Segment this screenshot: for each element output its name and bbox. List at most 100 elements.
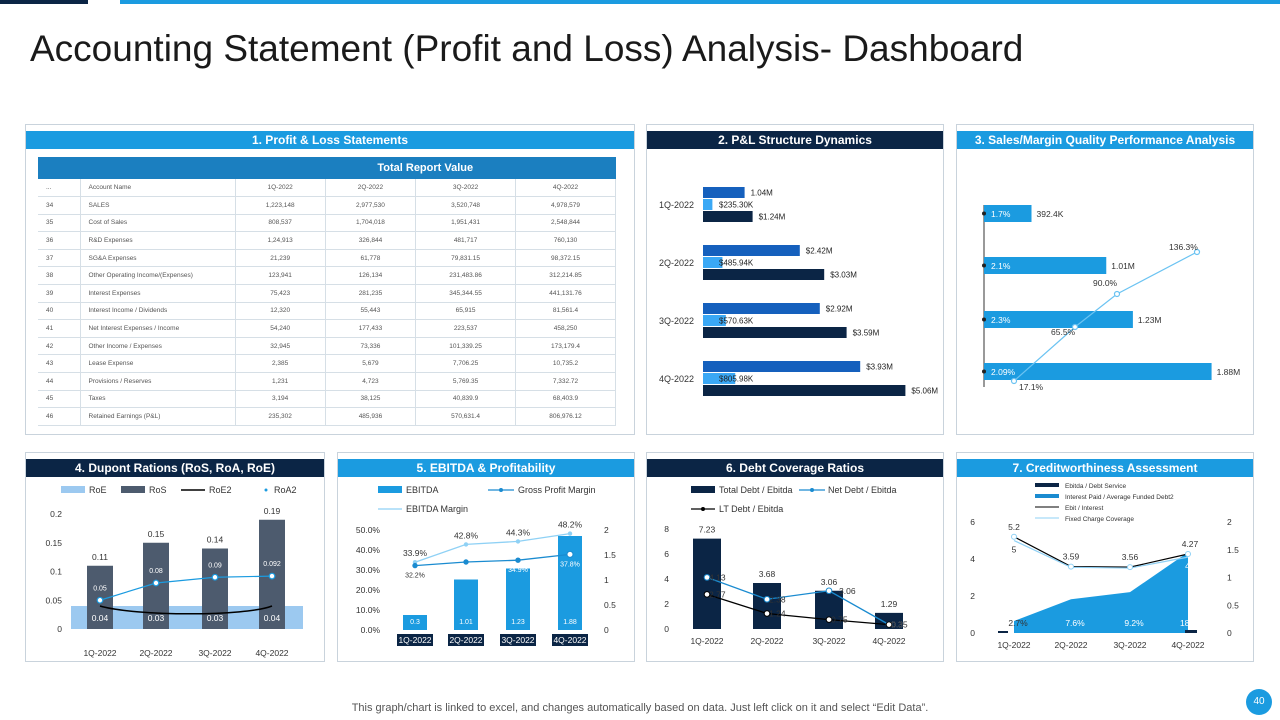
line-point xyxy=(1185,551,1191,558)
footer-note: This graph/chart is linked to excel, and… xyxy=(351,702,929,714)
table-cell: 65,915 xyxy=(415,302,517,321)
line-point xyxy=(567,531,573,536)
legend-label: Ebitda / Debt Service xyxy=(1065,483,1126,490)
table-cell: 32,945 xyxy=(235,337,326,356)
table-cell: 485,936 xyxy=(325,407,417,426)
data-label: 0.04 xyxy=(264,613,281,623)
legend-label: Fixed Charge Coverage xyxy=(1065,516,1134,523)
data-label: 34.0% xyxy=(456,569,476,576)
bar xyxy=(703,211,753,222)
line-point xyxy=(1127,564,1133,571)
category-label: 4Q-2022 xyxy=(255,648,288,658)
legend-swatch xyxy=(691,486,715,493)
category-label: 1Q-2022 xyxy=(659,200,694,210)
table-cell: 760,130 xyxy=(515,231,616,250)
category-label: 2Q-2022 xyxy=(449,635,482,645)
y-tick-label: 10.0% xyxy=(356,605,381,615)
data-label: 1.88M xyxy=(1217,367,1241,377)
table-cell: 40 xyxy=(38,302,81,321)
percent-label: 2.09% xyxy=(991,367,1016,377)
line-point xyxy=(515,557,521,563)
y-tick-label: 0.2 xyxy=(50,509,62,519)
data-label: 0.08 xyxy=(149,568,163,575)
y-tick-label: 2 xyxy=(970,591,975,601)
table-row: 45 Taxes 3,194 38,125 40,839.9 68,403.9 xyxy=(38,390,616,409)
table-cell: 75,423 xyxy=(235,284,326,303)
axis-marker xyxy=(982,211,986,216)
category-label: 4Q-2022 xyxy=(659,374,694,384)
table-cell: 123,941 xyxy=(235,266,326,286)
data-label: $485.94K xyxy=(719,259,754,268)
table-cell: 1,951,431 xyxy=(415,214,517,233)
table-cell: 126,134 xyxy=(325,266,417,286)
line-label: 136.3% xyxy=(1169,242,1198,252)
data-label: $3.93M xyxy=(866,363,893,372)
table-cell: 1,231 xyxy=(235,372,326,391)
table-cell: Cost of Sales xyxy=(80,214,236,233)
category-label: 1Q-2022 xyxy=(997,640,1030,650)
line-point xyxy=(1113,290,1121,298)
ebitda-debt-line xyxy=(1013,536,1189,568)
y-tick-label-right: 0.5 xyxy=(1227,600,1239,610)
y-tick-label-right: 0.5 xyxy=(604,600,616,610)
table-cell: 38,125 xyxy=(325,390,417,409)
data-label: 0.15 xyxy=(148,529,165,539)
sales-margin-chart: 1.7% 392.4K 2.1% 1.01M 2.3% 1.23M 2.09% 1.88M 17… xyxy=(982,205,1241,392)
y-tick-label: 6 xyxy=(664,549,669,559)
bar xyxy=(984,311,1133,328)
line-point xyxy=(825,587,833,595)
legend-swatch xyxy=(499,488,503,492)
table-cell: Lease Expense xyxy=(80,354,236,374)
table-cell: Other Operating Income/(Expenses) xyxy=(80,266,236,286)
roa2-point xyxy=(211,573,219,581)
legend-swatch xyxy=(264,488,268,492)
data-label: 32.2% xyxy=(405,573,425,580)
data-label: 2.77 xyxy=(709,589,726,599)
table-cell: 1,24,913 xyxy=(235,231,326,250)
line-label: 17.1% xyxy=(1019,382,1044,392)
table-cell: 4,723 xyxy=(325,372,417,391)
roa2-point xyxy=(268,572,276,580)
data-label: 2.7% xyxy=(1008,618,1028,628)
line-point xyxy=(463,542,469,547)
axis-marker xyxy=(982,263,986,268)
data-label: 3.56 xyxy=(1122,552,1139,562)
table-row: 41 Net Interest Expenses / Income 54,240 17… xyxy=(38,319,616,338)
category-label: 1Q-2022 xyxy=(398,635,431,645)
line-point xyxy=(1193,248,1201,256)
data-label: 0.35 xyxy=(891,620,908,630)
data-label: $5.06M xyxy=(911,387,938,396)
line-point xyxy=(703,591,711,598)
roa2-point xyxy=(152,579,160,587)
table-cell: 223,537 xyxy=(415,319,517,338)
bar xyxy=(703,199,713,210)
category-label: 4Q-2022 xyxy=(553,635,586,645)
data-label: $235.30K xyxy=(719,201,754,210)
data-label: 1.24 xyxy=(769,609,786,619)
data-label: 0.03 xyxy=(207,613,224,623)
data-label: 0.3 xyxy=(410,619,420,626)
table-cell: 5,679 xyxy=(325,354,417,374)
category-label: 3Q-2022 xyxy=(812,636,845,646)
table-row: 40 Interest Income / Dividends 12,320 55,44… xyxy=(38,302,616,321)
category-label: 2Q-2022 xyxy=(750,636,783,646)
data-label: $805.98K xyxy=(719,375,754,384)
data-label: 1.01M xyxy=(1111,261,1135,271)
table-cell: 1,704,018 xyxy=(325,214,417,233)
category-label: 3Q-2022 xyxy=(1113,640,1146,650)
table-header-row: ... Account Name 1Q-2022 2Q-2022 3Q-2022 4Q-2… xyxy=(38,179,616,198)
table-row: 46 Retained Earnings (P&L) 235,302 485,936 5… xyxy=(38,407,616,426)
legend-swatch xyxy=(378,486,402,493)
table-cell: SG&A Expenses xyxy=(80,249,236,268)
pl-table-wrap: Total Report Value ... Account Name 1Q-202… xyxy=(38,157,616,426)
table-cell: Provisions / Reserves xyxy=(80,372,236,391)
panel-sales-margin: 3. Sales/Margin Quality Performance Anal… xyxy=(956,124,1254,435)
category-box xyxy=(448,634,484,646)
table-cell: 10,735.2 xyxy=(515,354,616,374)
table-row: 42 Other Income / Expenses 32,945 73,336 101… xyxy=(38,337,616,356)
data-label: 392.4K xyxy=(1037,209,1064,219)
data-label: $3.59M xyxy=(853,329,880,338)
y-tick-label: 4 xyxy=(970,554,975,564)
category-label: 2Q-2022 xyxy=(1054,640,1087,650)
table-cell: SALES xyxy=(80,196,236,215)
